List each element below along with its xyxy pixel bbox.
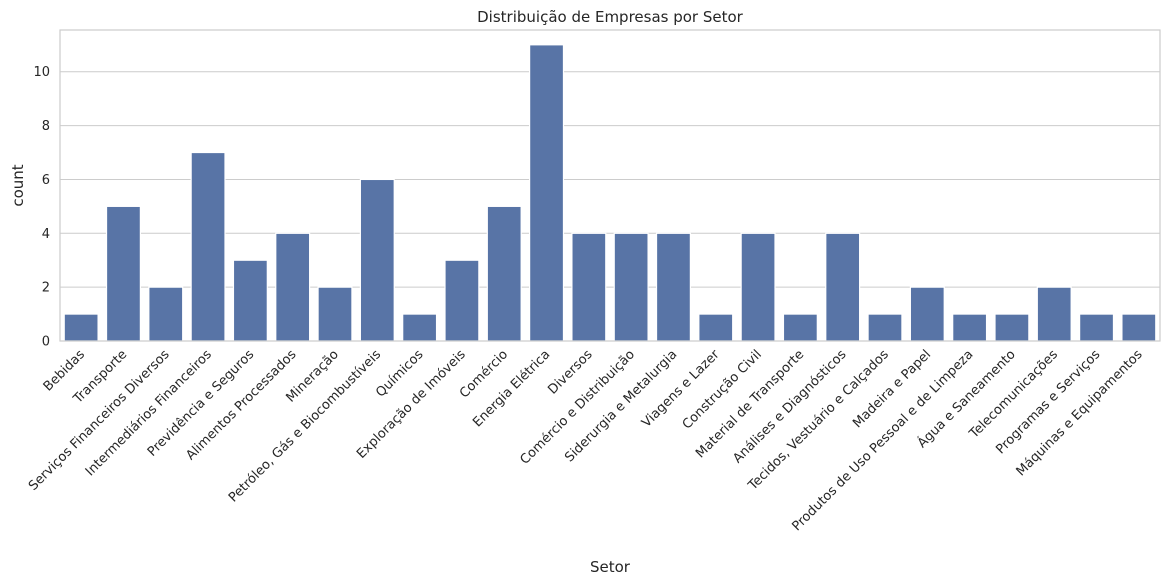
bar <box>571 232 607 342</box>
bar <box>740 232 776 342</box>
y-tick-label: 6 <box>42 173 50 188</box>
bar <box>825 232 861 342</box>
bar <box>867 313 903 342</box>
bar <box>486 205 522 342</box>
y-tick-label: 2 <box>42 281 50 296</box>
bar <box>952 313 988 342</box>
bar <box>275 232 311 342</box>
bar <box>994 313 1030 342</box>
chart-title: Distribuição de Empresas por Setor <box>477 8 744 26</box>
bar <box>317 286 353 342</box>
bar <box>1079 313 1115 342</box>
y-tick-label: 0 <box>42 335 50 350</box>
bar <box>909 286 945 342</box>
bar <box>529 44 565 342</box>
x-tick-label: Construção Civil <box>680 347 765 432</box>
bar <box>782 313 818 342</box>
bar <box>698 313 734 342</box>
bar <box>105 205 141 342</box>
bar <box>1121 313 1157 342</box>
bar <box>190 151 226 342</box>
bar <box>232 259 268 342</box>
x-tick-label: Petróleo, Gás e Biocombustíveis <box>226 347 384 505</box>
bar-layer <box>63 44 1157 342</box>
x-tick-label: Energia Elétrica <box>470 347 553 430</box>
y-tick-label: 10 <box>33 65 50 80</box>
bar <box>63 313 99 342</box>
y-tick-label: 8 <box>42 119 50 134</box>
plot-frame <box>59 29 1161 342</box>
bar <box>359 178 395 342</box>
x-tick-label: Viagens e Lazer <box>639 347 723 431</box>
y-tick-label: 4 <box>42 227 50 242</box>
bar <box>613 232 649 342</box>
y-axis-label: count <box>9 164 27 206</box>
y-tick-labels: 0 2 4 6 8 10 <box>33 65 50 349</box>
bar <box>655 232 691 342</box>
bar <box>402 313 438 342</box>
x-tick-label: Madeira e Papel <box>850 347 934 431</box>
bar <box>444 259 480 342</box>
bar <box>148 286 184 342</box>
x-axis-label: Setor <box>590 558 631 576</box>
bar <box>1036 286 1072 342</box>
